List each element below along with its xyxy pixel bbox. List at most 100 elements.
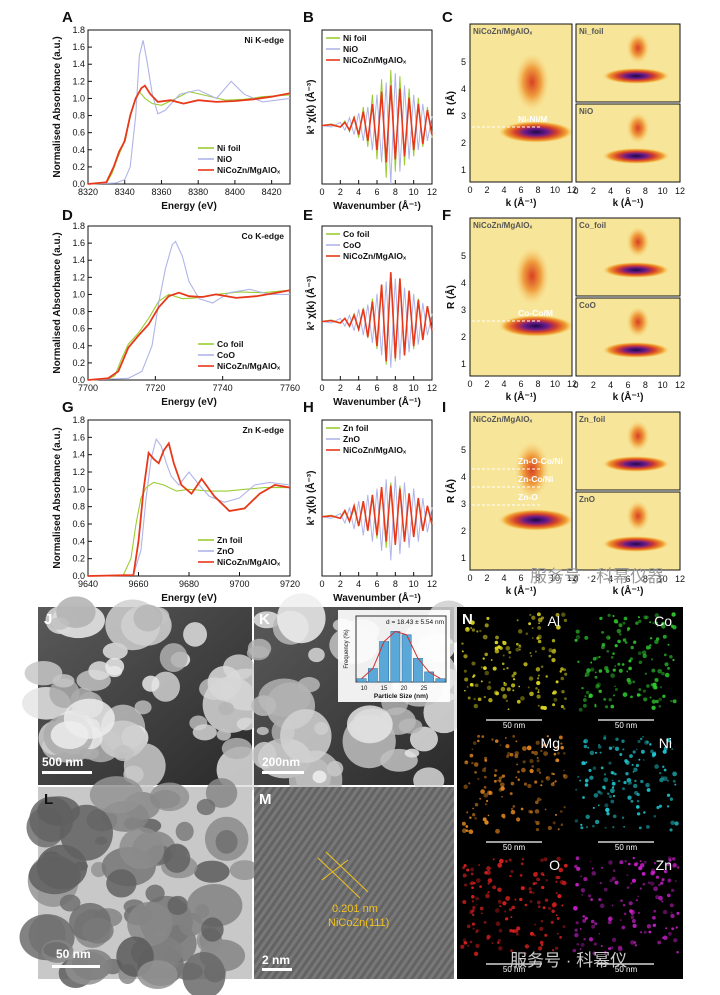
eds-signal-dot (513, 671, 517, 676)
eds-signal-dot (540, 798, 542, 801)
eds-signal-dot (516, 763, 518, 766)
lattice-plane-label: NiCoZn(111) (328, 917, 389, 929)
k-tick-label: 12 (675, 574, 685, 584)
wavelet-side-frame (575, 23, 681, 103)
edge-label: Ni K-edge (244, 35, 284, 45)
eds-signal-dot (494, 769, 498, 772)
eds-signal-dot (577, 775, 580, 779)
eds-signal-dot (472, 927, 475, 930)
annotation-label: Zn-Co/Ni (518, 474, 553, 484)
wavelet-side-title: Co_foil (579, 221, 606, 230)
histogram-bar (390, 631, 401, 683)
eds-signal-dot (481, 912, 483, 915)
panel-label-l: L (44, 791, 53, 808)
k-tick-label: 12 (567, 185, 577, 195)
eds-signal-dot (669, 828, 673, 832)
eds-signal-dot (501, 662, 505, 666)
eds-signal-dot (670, 820, 675, 826)
eds-signal-dot (589, 775, 594, 780)
x-tick-label: 0 (319, 579, 324, 589)
eds-signal-dot (638, 688, 642, 692)
panel-label-d: D (62, 207, 73, 224)
eds-signal-dot (473, 951, 479, 956)
eds-signal-dot (522, 746, 527, 751)
particle (142, 675, 160, 692)
eds-signal-dot (552, 781, 555, 784)
eds-signal-dot (512, 689, 515, 692)
eds-signal-dot (636, 799, 640, 803)
eds-signal-dot (509, 928, 513, 933)
annotation-label: Zn-O-Co/Ni (518, 456, 563, 466)
eds-signal-dot (581, 686, 584, 690)
series-line-2 (87, 437, 291, 577)
eds-signal-dot (532, 891, 535, 894)
eds-signal-dot (475, 896, 479, 901)
eds-signal-dot (622, 748, 625, 751)
particle (48, 617, 70, 630)
x-tick-label: 7720 (145, 383, 165, 393)
eds-signal-dot (557, 828, 560, 831)
inset-x-tick: 20 (401, 686, 408, 692)
series-line-3 (87, 441, 291, 577)
eds-signal-dot (538, 622, 540, 625)
eds-signal-dot (479, 906, 484, 911)
eds-signal-dot (528, 887, 532, 891)
eds-scale-label: 50 nm (615, 843, 638, 852)
eds-signal-dot (545, 675, 548, 678)
scale-label-j: 500 nm (42, 755, 83, 769)
k-tick-label: 0 (467, 379, 472, 389)
eds-signal-dot (633, 767, 638, 772)
eds-signal-dot (599, 881, 602, 885)
eds-signal-dot (563, 863, 568, 868)
eds-signal-dot (556, 751, 560, 755)
k-tick-label: 10 (550, 573, 560, 583)
eds-signal-dot (610, 704, 615, 709)
eds-element-label: Co (654, 613, 672, 629)
eds-signal-dot (461, 828, 467, 834)
eds-signal-dot (612, 652, 615, 655)
eds-signal-dot (510, 809, 516, 815)
x-tick-label: 9720 (280, 579, 300, 589)
eds-signal-dot (673, 938, 678, 943)
eds-signal-dot (588, 894, 592, 898)
eds-signal-dot (524, 952, 527, 955)
eds-signal-dot (658, 704, 662, 708)
eds-signal-dot (623, 912, 627, 916)
particle (404, 748, 420, 758)
particle (221, 737, 252, 760)
r-tick-label: 1 (461, 359, 466, 369)
eds-signal-dot (556, 932, 559, 935)
eds-signal-dot (649, 637, 653, 640)
particle (182, 951, 226, 995)
particle (186, 884, 243, 927)
eds-signal-dot (609, 879, 613, 883)
eds-signal-dot (646, 788, 651, 792)
eds-signal-dot (539, 926, 544, 931)
y-axis-label: k³ χ(k) (Å⁻³) (304, 471, 317, 526)
eds-signal-dot (477, 697, 482, 702)
eds-signal-dot (665, 927, 668, 930)
y-tick-label: 0.4 (72, 536, 85, 546)
y-tick-label: 0.0 (72, 375, 85, 385)
eds-signal-dot (554, 746, 558, 750)
eds-signal-dot (529, 768, 534, 774)
eds-signal-dot (519, 874, 523, 877)
eds-signal-dot (603, 736, 607, 740)
particle (280, 709, 332, 764)
eds-signal-dot (639, 863, 645, 868)
eds-signal-dot (586, 668, 591, 673)
wavelet-side-lobe (626, 112, 650, 144)
eds-signal-dot (675, 926, 678, 929)
eds-signal-dot (488, 791, 492, 795)
eds-signal-dot (480, 789, 485, 794)
eds-signal-dot (517, 629, 523, 634)
wavelet-side-frame (575, 217, 681, 297)
eds-signal-dot (478, 864, 481, 867)
eds-signal-dot (645, 782, 650, 788)
eds-signal-dot (555, 624, 561, 630)
eds-signal-dot (495, 691, 500, 696)
eds-signal-dot (506, 687, 511, 692)
eds-signal-dot (576, 866, 581, 871)
eds-signal-dot (476, 739, 480, 743)
eds-signal-dot (590, 661, 593, 664)
